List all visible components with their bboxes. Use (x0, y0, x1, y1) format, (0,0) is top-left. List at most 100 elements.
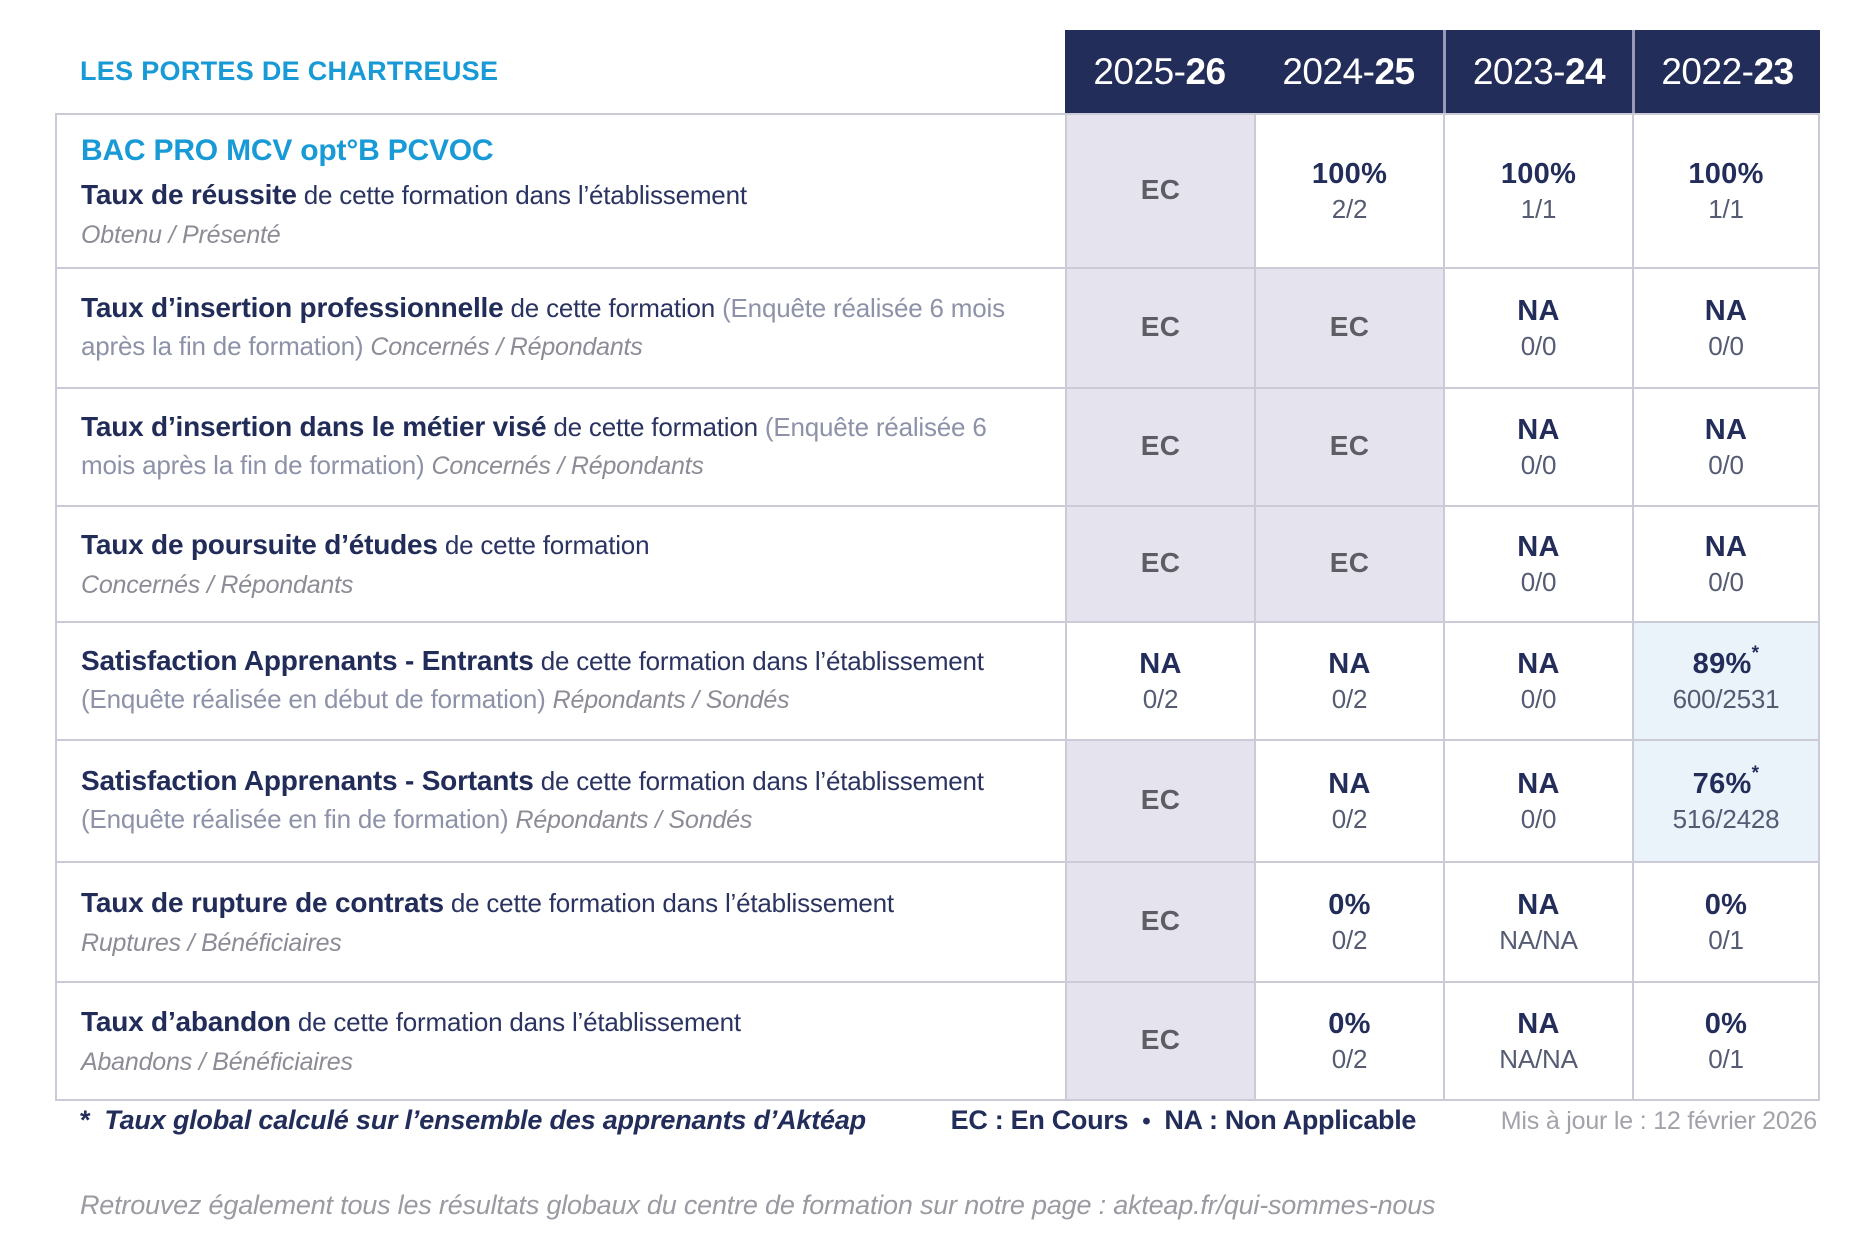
legend-na: NA : Non Applicable (1164, 1105, 1417, 1135)
asterisk-marker: * (1751, 762, 1760, 784)
cell-value: 100% (1500, 157, 1577, 190)
cell-fraction: NA/NA (1499, 1044, 1578, 1075)
row-title-bold: Taux de rupture de contrats (81, 886, 444, 918)
cell-fraction: 0/0 (1708, 567, 1744, 598)
value-cell: NA 0/0 (1443, 389, 1632, 505)
row-title-sub: Répondants / Sondés (552, 686, 790, 715)
row-label: Satisfaction Apprenants - Sortants de ce… (57, 741, 1065, 861)
value-cell-global-rate: 89%* 600/2531 (1632, 623, 1818, 739)
row-label: BAC PRO MCV opt°B PCVOC Taux de réussite… (57, 115, 1065, 267)
value-cell: 0% 0/1 (1632, 863, 1818, 981)
row-title-paren: (Enquête réalisée 6 mois après la fin de… (81, 411, 987, 481)
year-column-2023-24: 2023- 24 (1443, 30, 1632, 113)
last-updated: Mis à jour le : 12 février 2026 (1500, 1107, 1817, 1135)
year-label: 2023- (1472, 50, 1566, 92)
value-cell: 100% 2/2 (1254, 115, 1443, 267)
value-cell: NA 0/0 (1632, 389, 1818, 505)
cell-value: 100% (1311, 157, 1388, 190)
asterisk-marker: * (1751, 642, 1760, 664)
row-title-rest: de cette formation (553, 411, 758, 442)
row-subtitle: Concernés / Répondants (81, 571, 354, 600)
cell-value: 0% (1704, 888, 1748, 921)
cell-value: EC (1140, 310, 1181, 342)
value-cell: EC (1065, 389, 1254, 505)
cell-fraction: 0/2 (1331, 684, 1368, 715)
cell-fraction: 2/2 (1331, 194, 1368, 225)
cell-value: NA (1139, 647, 1182, 680)
cell-value: NA (1704, 413, 1748, 446)
cell-value: 0% (1704, 1007, 1748, 1040)
row-title-sub: Concernés / Répondants (431, 452, 704, 481)
value-cell-global-rate: 76%* 516/2428 (1632, 741, 1818, 861)
cell-value: 100% (1688, 157, 1764, 190)
row-title-rest: de cette formation (444, 529, 650, 560)
row-label: Taux de poursuite d’études de cette form… (57, 507, 1065, 621)
cell-fraction: 0/0 (1708, 331, 1744, 362)
value-cell: EC (1065, 269, 1254, 387)
row-subtitle: Ruptures / Bénéficiaires (81, 929, 342, 958)
value-cell: 0% 0/2 (1254, 863, 1443, 981)
cell-fraction: 0/1 (1708, 925, 1744, 956)
cell-value: 89%* (1692, 643, 1760, 682)
value-cell: EC (1065, 863, 1254, 981)
cell-percent: 89% (1692, 647, 1752, 680)
footnote-bar: * Taux global calculé sur l’ensemble des … (80, 1105, 1817, 1136)
row-title-sub: Concernés / Répondants (370, 333, 643, 362)
value-cell: EC (1065, 741, 1254, 861)
table-row-taux-reussite: BAC PRO MCV opt°B PCVOC Taux de réussite… (57, 113, 1818, 267)
cell-fraction: 516/2428 (1672, 804, 1780, 835)
year-label-bold: 25 (1374, 50, 1415, 92)
row-subtitle: Obtenu / Présenté (81, 221, 281, 250)
row-title-sub: Répondants / Sondés (515, 806, 753, 835)
value-cell: EC (1065, 115, 1254, 267)
table-row-satisfaction-sortants: Satisfaction Apprenants - Sortants de ce… (57, 739, 1818, 861)
year-column-2024-25: 2024- 25 (1254, 30, 1443, 113)
cell-value: NA (1517, 647, 1560, 680)
row-label: Taux d’abandon de cette formation dans l… (57, 983, 1065, 1099)
global-rate-note: * Taux global calculé sur l’ensemble des … (80, 1105, 866, 1136)
cell-percent: 76% (1692, 767, 1752, 800)
cell-value: EC (1140, 904, 1181, 936)
row-title-rest: de cette formation dans l’établissement (297, 1006, 741, 1037)
row-title-bold: Taux de poursuite d’études (81, 528, 438, 560)
cell-value: NA (1517, 294, 1560, 327)
year-column-2025-26: 2025- 26 (1065, 30, 1254, 113)
year-label: 2022- (1661, 50, 1754, 92)
program-title: BAC PRO MCV opt°B PCVOC (81, 133, 494, 167)
abbreviation-legend: EC : En Cours • NA : Non Applicable (951, 1105, 1417, 1136)
legend-ec: EC : En Cours (950, 1105, 1129, 1135)
row-title-paren: (Enquête réalisée en début de formation) (81, 684, 546, 715)
value-cell: 100% 1/1 (1443, 115, 1632, 267)
row-title-paren: (Enquête réalisée 6 mois après la fin de… (81, 292, 1005, 362)
row-label: Taux d’insertion professionnelle de cett… (57, 269, 1065, 387)
table-row-abandon: Taux d’abandon de cette formation dans l… (57, 981, 1818, 1099)
cell-fraction: 600/2531 (1672, 684, 1780, 715)
cell-value: 0% (1328, 1007, 1371, 1040)
cell-value: EC (1329, 429, 1370, 461)
cell-value: NA (1517, 1007, 1560, 1040)
value-cell: NA 0/0 (1632, 269, 1818, 387)
table-row-poursuite-etudes: Taux de poursuite d’études de cette form… (57, 505, 1818, 621)
year-column-2022-23: 2022- 23 (1632, 30, 1820, 113)
value-cell: 0% 0/1 (1632, 983, 1818, 1099)
row-title-rest: de cette formation dans l’établissement (540, 645, 984, 676)
cell-value: EC (1140, 783, 1181, 815)
value-cell: EC (1254, 389, 1443, 505)
table-row-satisfaction-entrants: Satisfaction Apprenants - Entrants de ce… (57, 621, 1818, 739)
value-cell: EC (1254, 269, 1443, 387)
cell-value: EC (1140, 546, 1181, 578)
row-title: Satisfaction Apprenants - Sortants de ce… (81, 761, 1039, 839)
cell-fraction: 0/0 (1520, 331, 1557, 362)
cell-fraction: 0/0 (1708, 450, 1744, 481)
cell-value: NA (1704, 530, 1748, 563)
cell-value: EC (1140, 173, 1181, 205)
more-results-link-text: Retrouvez également tous les résultats g… (80, 1190, 1436, 1220)
cell-fraction: 0/0 (1520, 684, 1557, 715)
value-cell: NA NA/NA (1443, 863, 1632, 981)
cell-value: NA (1517, 767, 1560, 800)
cell-value: EC (1140, 1023, 1181, 1055)
table-header: LES PORTES DE CHARTREUSE 2025- 26 2024- 25… (55, 30, 1820, 113)
cell-value: 76%* (1692, 763, 1760, 802)
value-cell: EC (1254, 507, 1443, 621)
